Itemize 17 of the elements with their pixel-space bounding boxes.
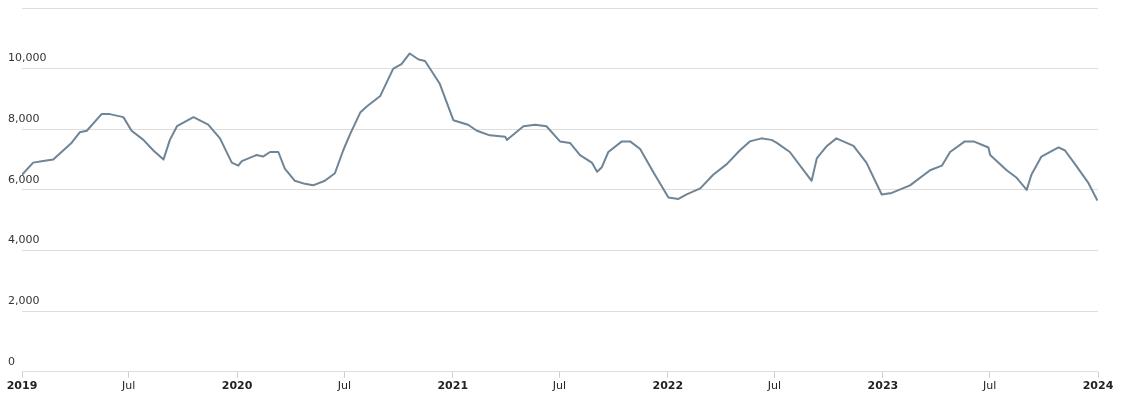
x-tick-label: 2024 [1082,379,1114,393]
y-tick-label: 10,000 [8,51,47,65]
x-tick-label: 2020 [221,379,253,393]
x-tick-label: Jul [766,379,782,393]
y-tick-label: 2,000 [8,294,40,308]
y-tick-label: 8,000 [8,112,40,126]
y-tick-label: 6,000 [8,172,40,186]
x-tick-label: Jul [981,379,997,393]
x-tick-label: Jul [121,379,136,393]
y-tick-label: 0 [8,354,15,368]
x-tick-label: 2023 [867,379,899,393]
x-tick-label: Jul [336,379,351,393]
y-tick-label: 4,000 [8,233,40,247]
x-tick-label: 2021 [437,379,469,393]
x-tick-label: 2019 [6,379,38,393]
x-tick-label: 2022 [652,379,684,393]
x-tick-label: Jul [551,379,567,393]
